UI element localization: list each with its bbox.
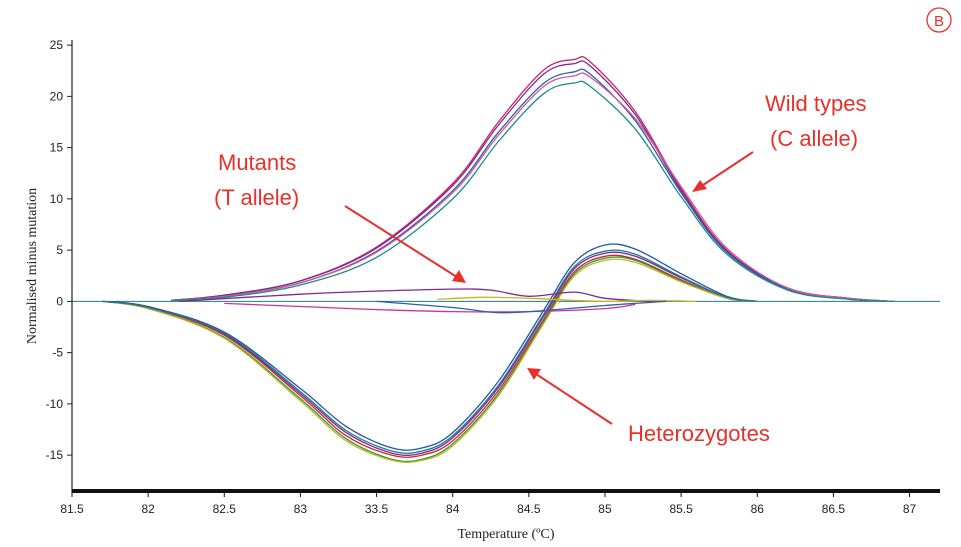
annotation-mutants: Mutants (T allele) <box>214 150 466 283</box>
x-tick-label: 83 <box>294 502 308 516</box>
series-line-heterozygote-8 <box>102 254 758 458</box>
y-tick-label: -5 <box>52 346 63 360</box>
y-tick-label: 20 <box>50 89 64 103</box>
series-line-wild-type-2 <box>170 60 895 303</box>
arrow-heterozygotes <box>532 371 613 425</box>
x-tick-label: 84.5 <box>517 502 541 516</box>
x-tick-label: 86.5 <box>822 502 846 516</box>
x-tick-label: 33.5 <box>365 502 389 516</box>
series-line-heterozygote-10 <box>102 258 758 464</box>
x-axis-title: Temperature (ºC) <box>457 527 554 542</box>
annotation-heterozygotes-line-1: Heterozygotes <box>628 421 770 446</box>
series-line-mutant-13 <box>437 296 697 303</box>
y-tick-label: 25 <box>50 38 64 52</box>
series-line-heterozygote-6 <box>102 243 758 451</box>
y-tick-label: -15 <box>46 448 64 462</box>
y-tick-label: -10 <box>46 397 64 411</box>
arrowhead-heterozygotes <box>527 368 541 380</box>
annotation-wild-types-line-1: Wild types <box>765 91 866 116</box>
series-line-wild-type-5 <box>170 80 895 303</box>
panel-letter: B <box>934 13 944 30</box>
series-line-mutant-15 <box>376 300 666 314</box>
arrowhead-wild-types <box>692 180 707 192</box>
y-axis: 25 20 15 10 5 0 -5 -10 -15 <box>46 38 72 462</box>
arrow-wild-types <box>696 151 754 190</box>
x-tick-label: 85 <box>598 502 612 516</box>
annotation-mutants-line-1: Mutants <box>218 150 296 175</box>
panel-letter-badge: B <box>926 7 952 33</box>
series-layer <box>102 56 895 464</box>
x-tick-label: 82.5 <box>213 502 237 516</box>
y-tick-label: 10 <box>50 192 64 206</box>
annotation-wild-types-line-2: (C allele) <box>770 126 858 151</box>
x-tick-label: 86 <box>751 502 765 516</box>
arrow-mutants <box>344 205 461 280</box>
annotation-mutants-line-2: (T allele) <box>214 185 299 210</box>
x-tick-label: 85.5 <box>669 502 693 516</box>
y-tick-label: 5 <box>56 243 63 257</box>
series-line-mutant-12 <box>178 288 651 303</box>
annotation-wild-types: Wild types (C allele) <box>692 91 866 192</box>
annotation-heterozygotes: Heterozygotes <box>527 368 770 446</box>
panel-letter-circle <box>926 7 952 33</box>
series-line-heterozygote-9 <box>102 256 758 463</box>
x-tick-label: 84 <box>446 502 460 516</box>
x-tick-label: 82 <box>141 502 155 516</box>
y-axis-title: Normalised minus mutation <box>25 188 40 344</box>
x-tick-label: 81.5 <box>60 502 84 516</box>
series-line-heterozygote-7 <box>102 251 758 456</box>
x-tick-label: 87 <box>903 502 917 516</box>
y-tick-label: 15 <box>50 141 64 155</box>
arrowhead-mutants <box>452 270 466 283</box>
series-line-heterozygote-11 <box>102 249 758 454</box>
y-tick-label: 0 <box>56 294 63 308</box>
series-line-wild-type-4 <box>170 72 895 303</box>
x-axis: 81.5 82 82.5 83 33.5 84 84.5 85 85.5 86 86.5 87 <box>60 491 917 516</box>
series-line-mutant-14 <box>224 302 636 313</box>
